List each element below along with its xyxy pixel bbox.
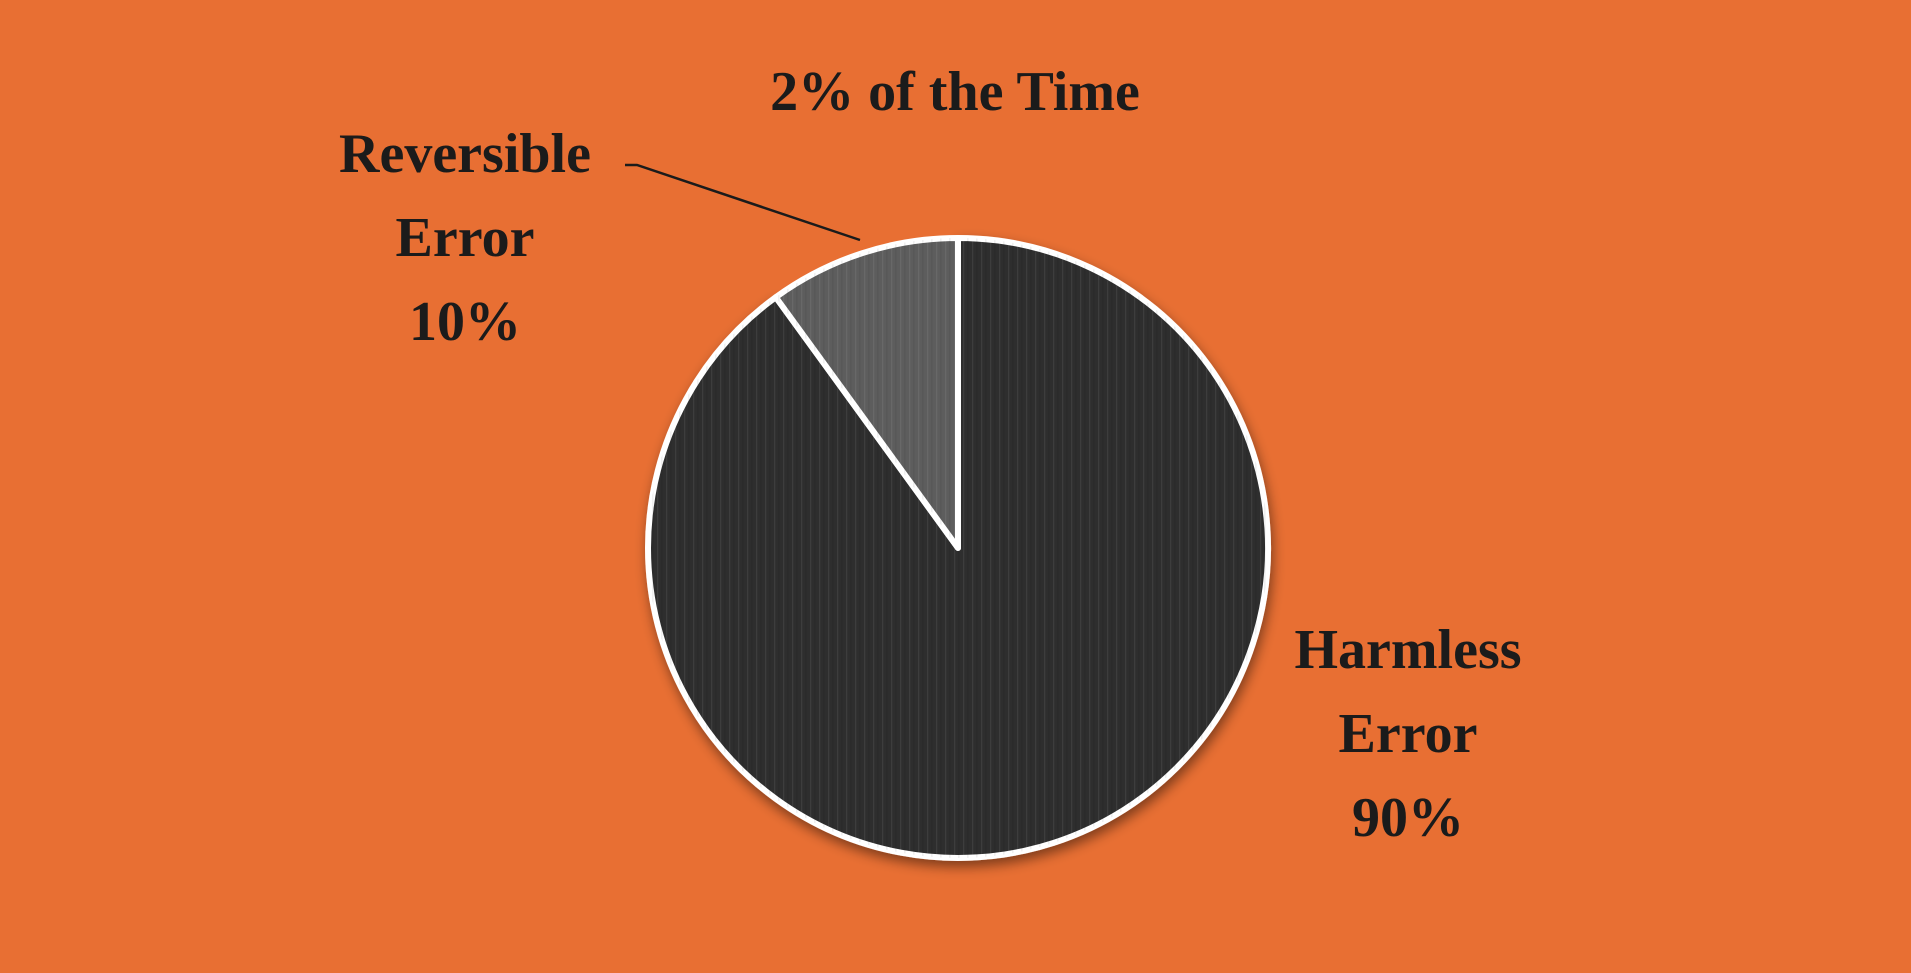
pie-slice-texture: [775, 238, 958, 548]
slice-label-reversible-error: Reversible Error 10%: [339, 123, 591, 353]
pie-labels: Reversible Error 10% Harmless Error 90%: [339, 123, 1521, 849]
pie-slice-reversible-error: [772, 235, 961, 551]
pie-slices: [645, 235, 1271, 861]
chart-title: 2% of the Time: [770, 61, 1140, 123]
slice-label-line: 10%: [409, 291, 521, 353]
slice-label-line: 90%: [1352, 787, 1464, 849]
slice-label-line: Error: [1339, 703, 1478, 765]
leader-line: [625, 163, 861, 242]
slice-label-line: Harmless: [1294, 619, 1521, 681]
slice-label-line: Error: [396, 207, 535, 269]
slice-label-line: Reversible: [339, 123, 591, 185]
slice-label-harmless-error: Harmless Error 90%: [1294, 619, 1521, 849]
